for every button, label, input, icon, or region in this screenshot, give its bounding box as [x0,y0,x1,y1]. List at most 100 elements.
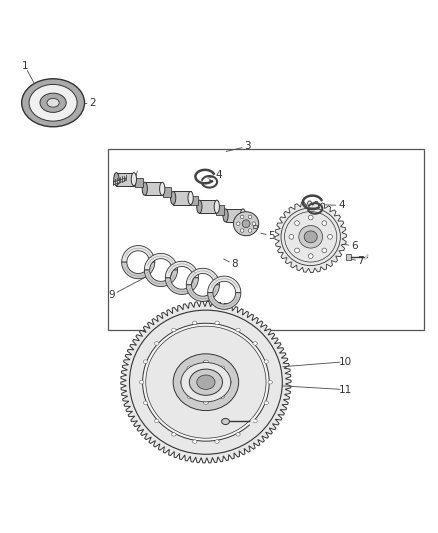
Polygon shape [208,293,241,309]
Polygon shape [186,285,219,302]
Ellipse shape [240,209,246,222]
Polygon shape [122,246,155,262]
Ellipse shape [223,209,228,222]
Ellipse shape [304,231,317,243]
Ellipse shape [143,401,148,405]
Text: 8: 8 [231,260,237,269]
Polygon shape [186,268,219,285]
Ellipse shape [215,321,219,325]
Ellipse shape [219,394,225,399]
Ellipse shape [21,79,85,127]
Polygon shape [117,173,134,185]
Ellipse shape [131,173,137,185]
Ellipse shape [214,200,219,213]
Text: 9: 9 [109,290,115,300]
Ellipse shape [203,360,208,365]
Polygon shape [173,191,191,205]
Circle shape [322,248,327,253]
Text: 1: 1 [21,61,28,71]
Ellipse shape [236,433,240,436]
Circle shape [308,254,313,259]
Ellipse shape [172,328,176,332]
Ellipse shape [170,191,176,205]
Polygon shape [216,205,224,215]
Ellipse shape [253,419,257,423]
Polygon shape [145,270,177,287]
Ellipse shape [193,440,197,443]
Ellipse shape [299,225,322,248]
Ellipse shape [155,342,159,345]
Ellipse shape [130,310,283,454]
Ellipse shape [264,401,268,405]
Ellipse shape [285,212,337,262]
Circle shape [295,221,300,225]
Polygon shape [190,196,198,205]
Text: 3: 3 [244,141,251,151]
Ellipse shape [197,200,202,213]
Circle shape [237,222,240,225]
Ellipse shape [226,380,231,384]
Circle shape [248,229,252,232]
Polygon shape [121,302,291,463]
Ellipse shape [29,84,77,121]
Circle shape [295,248,300,253]
Polygon shape [199,200,217,213]
Ellipse shape [188,191,193,205]
Text: 2: 2 [89,98,95,108]
Circle shape [289,235,294,239]
Ellipse shape [47,99,59,107]
Polygon shape [163,187,171,197]
Circle shape [240,215,244,219]
Text: 7: 7 [357,256,364,266]
Ellipse shape [139,381,144,384]
Ellipse shape [114,173,119,185]
Polygon shape [226,209,243,222]
Polygon shape [145,182,162,195]
Text: 4: 4 [338,200,345,211]
Text: 6: 6 [351,240,358,251]
Ellipse shape [159,182,165,195]
Polygon shape [113,178,126,185]
Ellipse shape [180,380,186,384]
Polygon shape [122,262,155,279]
Ellipse shape [155,419,159,423]
Ellipse shape [142,182,148,195]
Ellipse shape [172,433,176,436]
Polygon shape [208,276,241,293]
Bar [253,224,257,228]
Polygon shape [145,253,177,270]
Circle shape [242,220,250,228]
Ellipse shape [189,369,223,395]
Ellipse shape [143,360,148,364]
Text: 11: 11 [339,385,352,394]
Ellipse shape [181,362,231,402]
Circle shape [240,229,244,232]
Polygon shape [275,201,346,272]
Text: 5: 5 [268,231,275,241]
Ellipse shape [187,394,192,399]
Ellipse shape [268,381,272,384]
Ellipse shape [233,212,259,236]
Bar [108,149,424,330]
Circle shape [248,215,252,219]
Text: 4: 4 [215,170,223,180]
Ellipse shape [253,342,257,345]
Text: 10: 10 [339,357,352,367]
Ellipse shape [40,93,66,112]
Ellipse shape [236,328,240,332]
Ellipse shape [219,366,225,370]
Ellipse shape [197,375,215,390]
Polygon shape [165,278,198,294]
Ellipse shape [187,366,192,370]
Polygon shape [165,261,198,278]
Bar [346,254,351,260]
Ellipse shape [193,321,197,325]
Ellipse shape [203,400,208,404]
Ellipse shape [215,440,219,443]
Circle shape [328,235,332,239]
Circle shape [322,221,327,225]
Circle shape [252,222,256,225]
Circle shape [308,215,313,220]
Ellipse shape [222,418,230,425]
Ellipse shape [146,326,266,438]
